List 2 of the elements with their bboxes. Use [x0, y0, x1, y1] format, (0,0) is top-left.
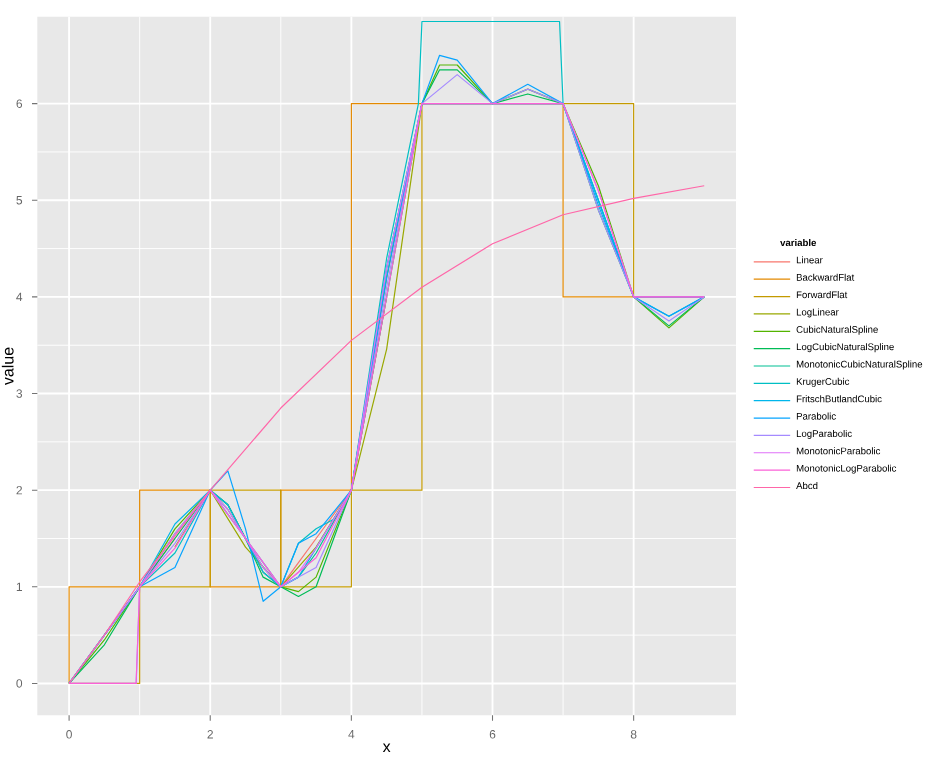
y-axis-title: value: [1, 347, 14, 386]
x-axis-title: x: [382, 743, 391, 753]
